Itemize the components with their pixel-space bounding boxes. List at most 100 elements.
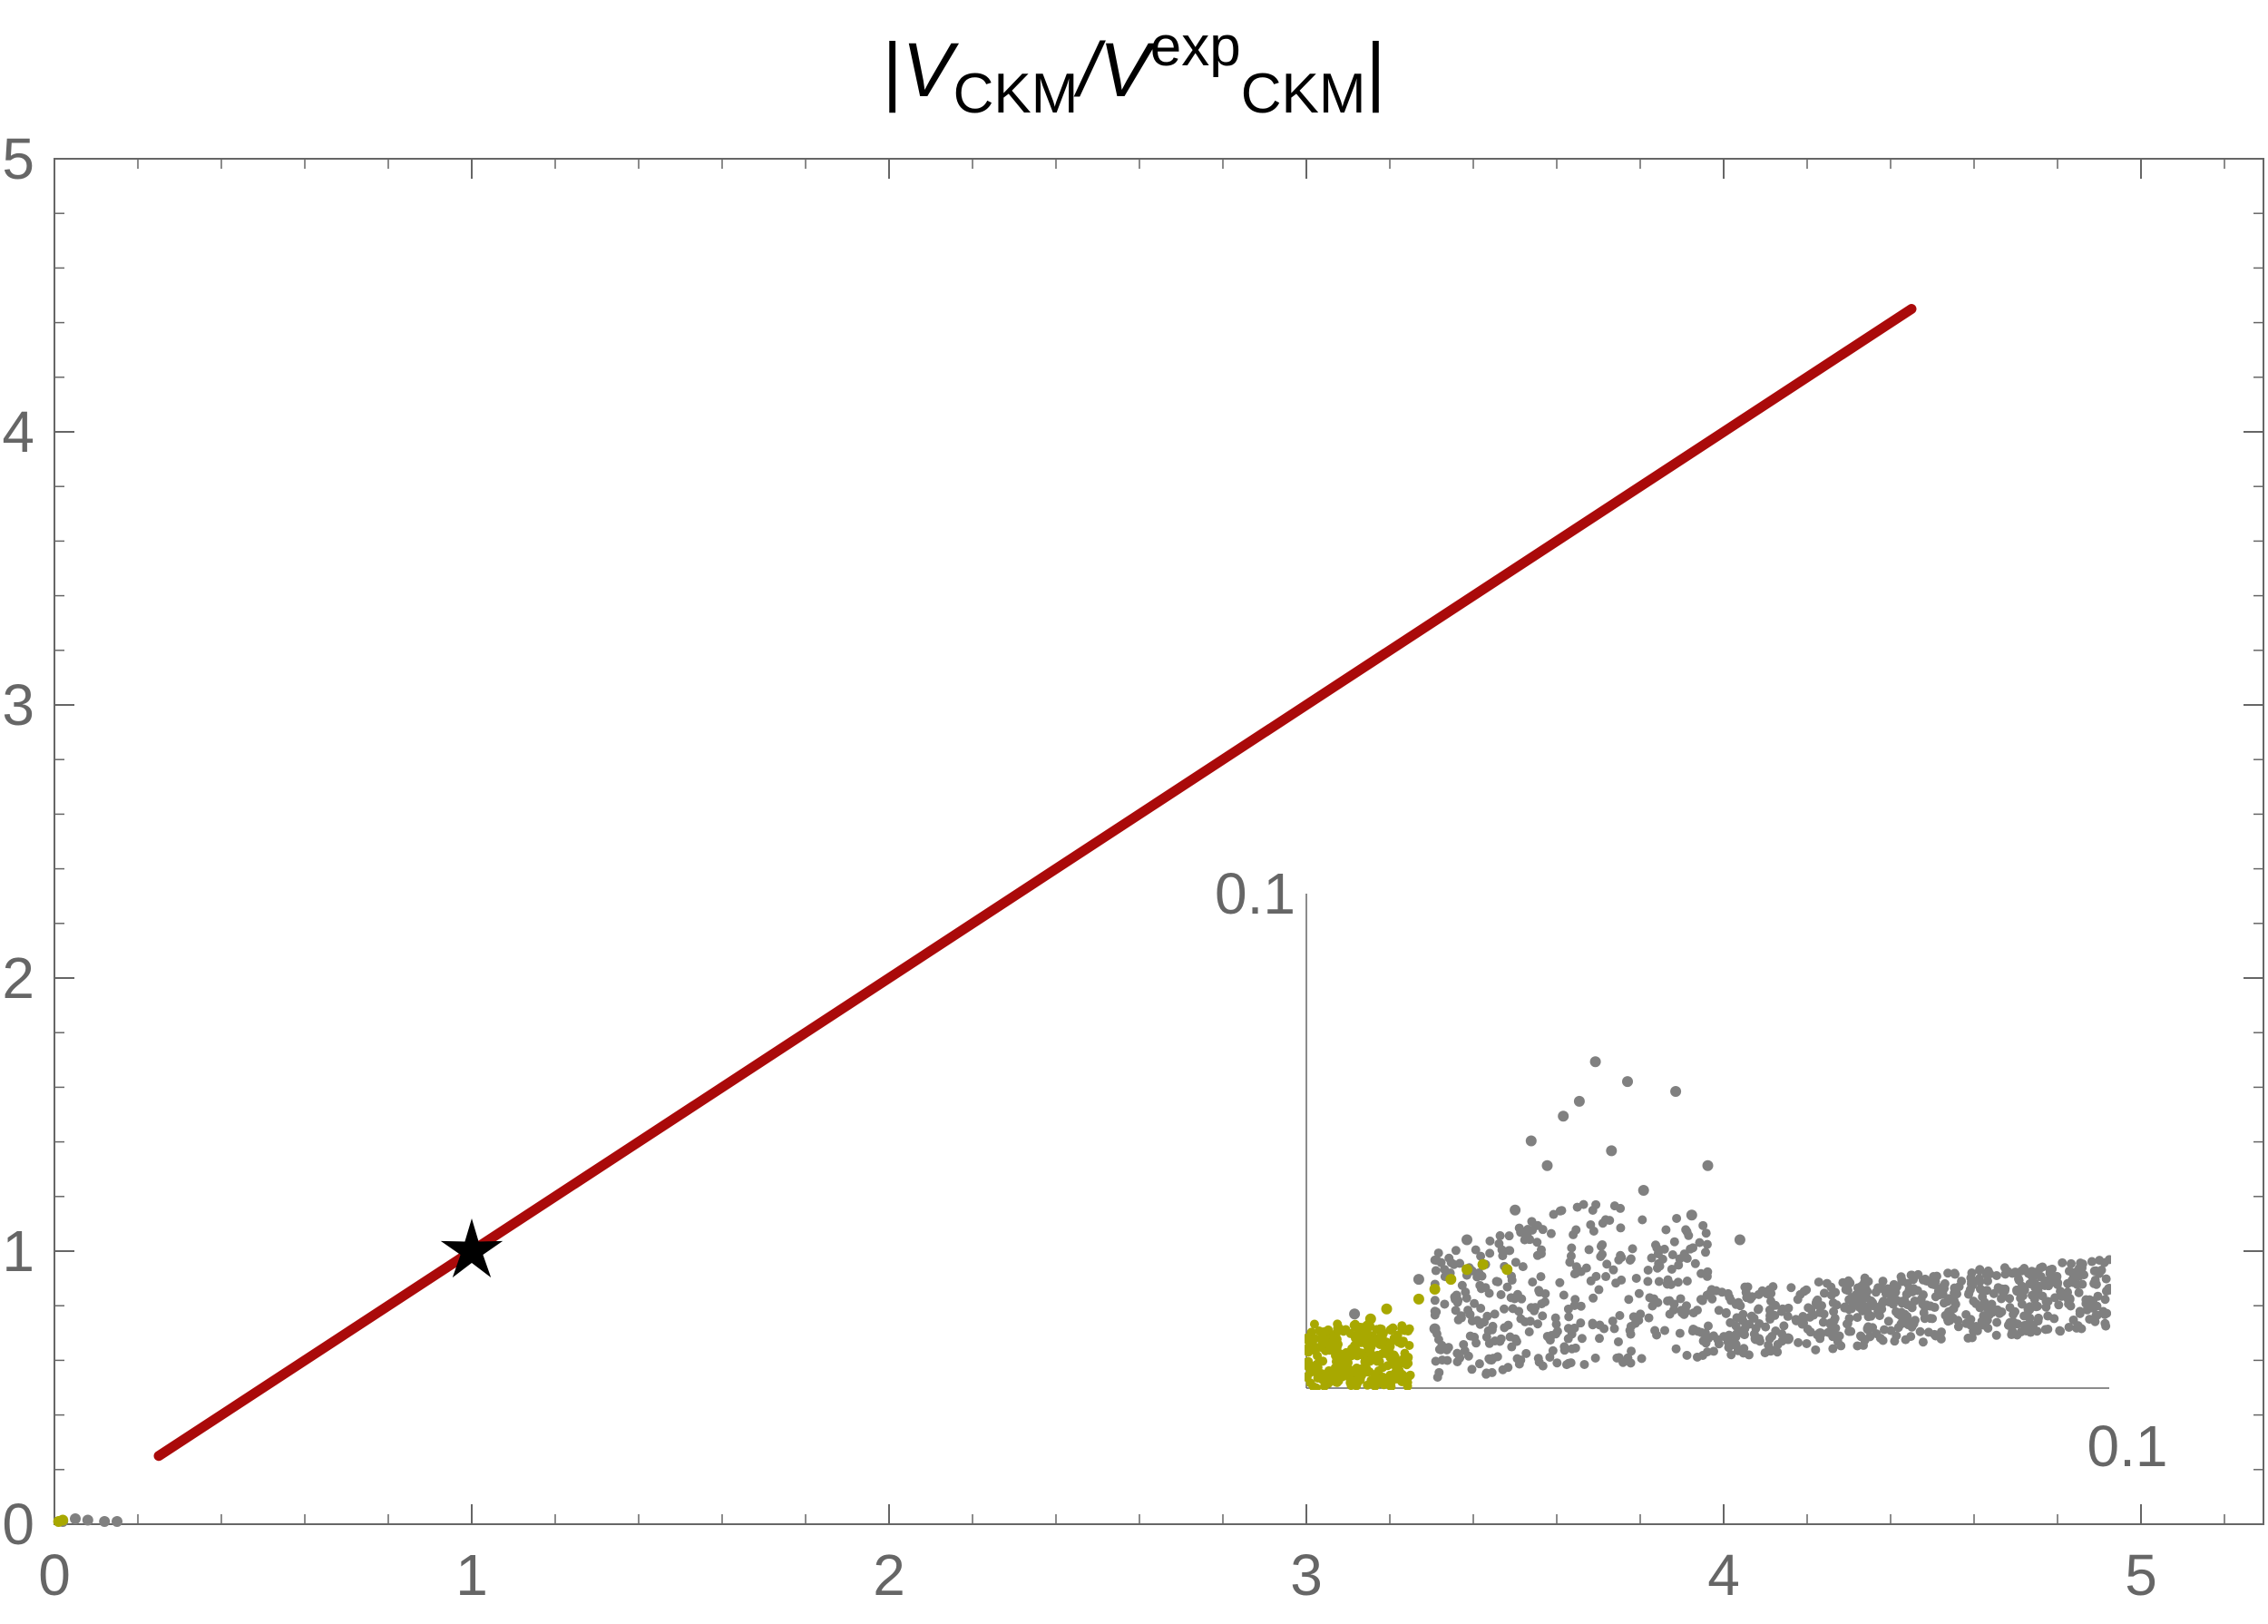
inset-gray-point [1563, 1304, 1573, 1314]
inset-gray-point [2010, 1267, 2020, 1277]
inset-gray-point [1953, 1316, 1963, 1326]
inset-gray-point [1684, 1230, 1694, 1240]
inset-gray-point [1609, 1201, 1619, 1211]
inset-gray-point [1437, 1355, 1447, 1365]
y-tick-label: 0 [2, 1492, 34, 1557]
inset-gray-point [2033, 1313, 2043, 1323]
inset-gray-point [1625, 1255, 1635, 1265]
inset-gray-point [2100, 1295, 2110, 1305]
inset-yellow-point [1429, 1284, 1441, 1295]
inset-gray-point [1576, 1267, 1586, 1277]
inset-gray-point [1878, 1277, 1888, 1286]
inset-gray-point [1987, 1299, 1997, 1309]
inset-gray-point [2038, 1262, 2048, 1272]
inset-gray-point [1506, 1293, 1516, 1303]
inset-gray-point [1883, 1316, 1893, 1326]
inset-gray-point [1831, 1323, 1841, 1333]
x-tick-label: 0 [38, 1542, 71, 1608]
inset-plot: 0.1 0.1 [1215, 861, 2167, 1479]
x-tick-label: 5 [2125, 1542, 2157, 1608]
inset-gray-point [1687, 1326, 1697, 1336]
inset-gray-point [1538, 1225, 1548, 1235]
inset-gray-point [1675, 1328, 1685, 1338]
inset-gray-point [1520, 1316, 1530, 1326]
inset-gray-point [1647, 1301, 1657, 1311]
inset-gray-point [1997, 1306, 2007, 1316]
inset-gray-point [1745, 1319, 1755, 1329]
inset-gray-point [2045, 1268, 2055, 1278]
inset-gray-point [2016, 1293, 2026, 1303]
inset-gray-point [1814, 1328, 1826, 1340]
gray-point [70, 1512, 81, 1524]
inset-gray-point [1576, 1301, 1586, 1311]
inset-gray-point [1541, 1159, 1553, 1171]
inset-gray-point [1968, 1280, 1978, 1290]
inset-gray-point [1981, 1269, 1991, 1279]
inset-gray-point [1863, 1277, 1873, 1286]
inset-yellow-point [1337, 1372, 1347, 1382]
inset-gray-point [1605, 1216, 1615, 1226]
inset-gray-point [2019, 1264, 2029, 1274]
inset-gray-point [1433, 1248, 1443, 1258]
inset-gray-point [1993, 1284, 2003, 1294]
inset-gray-point [1862, 1323, 1874, 1335]
inset-yellow-point [1375, 1324, 1385, 1334]
inset-gray-point [2034, 1281, 2044, 1291]
inset-gray-point [1456, 1313, 1466, 1323]
inset-gray-point [1590, 1353, 1600, 1363]
inset-yellow-point [1397, 1323, 1409, 1335]
inset-gray-point [1636, 1309, 1646, 1319]
inset-gray-point [1982, 1286, 1992, 1296]
inset-gray-point [1676, 1294, 1686, 1304]
y-tick-label: 3 [2, 672, 34, 738]
inset-gray-point [1706, 1287, 1716, 1297]
inset-gray-point [1596, 1241, 1606, 1251]
inset-yellow-point [1379, 1380, 1389, 1390]
inset-gray-point [1764, 1345, 1774, 1355]
inset-gray-point [1834, 1331, 1844, 1341]
inset-gray-point [2063, 1293, 2075, 1305]
inset-gray-point [1670, 1086, 1682, 1097]
inset-yellow-point [1445, 1274, 1457, 1286]
inset-gray-point [1754, 1304, 1764, 1314]
inset-gray-point [1967, 1268, 1977, 1278]
inset-gray-point [2101, 1274, 2111, 1284]
inset-gray-point [1622, 1076, 1633, 1088]
inset-gray-point [1546, 1228, 1556, 1238]
inset-gray-point [1413, 1274, 1424, 1286]
y-tick-label: 5 [2, 126, 34, 191]
inset-gray-point [1436, 1257, 1446, 1267]
inset-gray-point [1510, 1257, 1520, 1267]
inset-yellow-point [1328, 1332, 1338, 1342]
inset-gray-point [2040, 1325, 2050, 1335]
inset-gray-point [1667, 1250, 1677, 1260]
inset-gray-point [1997, 1294, 2007, 1304]
inset-gray-point [2005, 1294, 2015, 1304]
inset-gray-point [1637, 1354, 1647, 1364]
inset-gray-point [1803, 1324, 1813, 1334]
inset-gray-point [1806, 1305, 1816, 1315]
x-tick-label: 1 [455, 1542, 488, 1608]
inset-gray-point [1853, 1313, 1862, 1323]
inset-gray-point [2000, 1269, 2010, 1279]
inset-gray-point [1463, 1351, 1473, 1361]
inset-gray-point [1686, 1244, 1696, 1254]
inset-gray-point [1601, 1272, 1611, 1282]
inset-gray-point [1532, 1250, 1542, 1260]
inset-yellow-point [1308, 1382, 1318, 1390]
inset-gray-point [1526, 1303, 1536, 1313]
inset-gray-point [1567, 1344, 1577, 1354]
inset-gray-point [2038, 1291, 2048, 1301]
inset-gray-point [1783, 1311, 1793, 1321]
title-sup: exp [1149, 15, 1241, 78]
inset-y-tick-label: 0.1 [1215, 861, 1295, 926]
inset-gray-point [1913, 1269, 1923, 1279]
inset-gray-point [1897, 1307, 1907, 1317]
inset-gray-point [1897, 1277, 1907, 1286]
inset-gray-point [1654, 1277, 1664, 1286]
inset-gray-point [1925, 1301, 1935, 1311]
inset-yellow-point [1501, 1264, 1513, 1276]
inset-gray-point [2104, 1284, 2111, 1295]
inset-gray-point [1938, 1289, 1948, 1299]
